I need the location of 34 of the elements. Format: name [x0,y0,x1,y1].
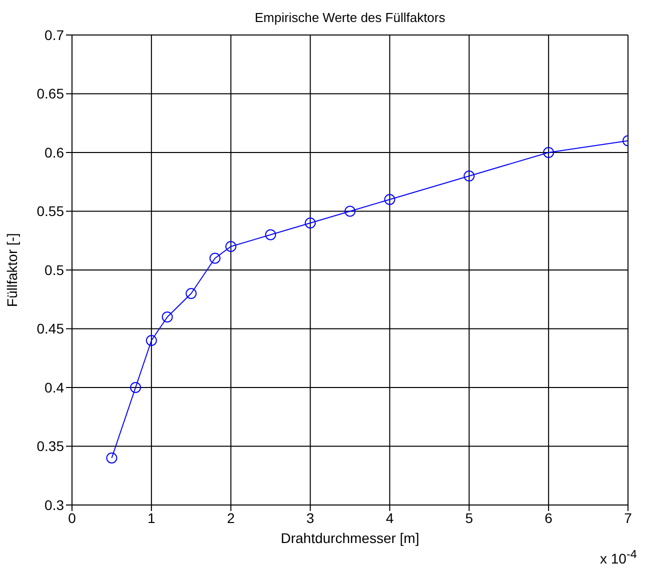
point [265,229,276,240]
x-tick-label: 7 [624,510,632,526]
y-tick-label: 0.65 [36,86,64,102]
y-axis-title: Füllfaktor [-] [4,233,20,307]
point [384,194,396,205]
point [106,452,118,464]
point [130,382,142,393]
y-tick-label: 0.45 [36,320,64,337]
chart-title: Empirische Werte des Füllfaktors [254,10,446,25]
point [209,252,220,264]
x-tick-label: 0 [68,510,76,526]
x-axis-title: Drahtdurchmesser [m] [280,530,420,546]
x-tick-label: 6 [544,510,553,526]
y-tick-label: 0.35 [36,438,64,454]
point [162,312,173,322]
x-tick-label: 1 [148,510,156,526]
point [344,206,356,217]
y-tick-label: 0.3 [44,496,64,513]
y-tick-label: 0.5 [44,262,64,278]
text: x 10$^{-4}$ [600,548,637,567]
point [543,147,554,158]
y-tick-label: 0.55 [36,203,64,220]
point [146,335,157,346]
x-tick-label: 4 [386,510,394,526]
x-tick-label: 5 [465,510,474,526]
x-tick-label: 3 [306,510,314,526]
y-tick-label: 0.6 [44,144,64,160]
point [304,218,316,228]
y-tick-label: 0.7 [44,26,64,43]
point [464,170,475,182]
x-tick-label: 2 [226,510,235,526]
point [186,288,197,299]
point [225,241,236,252]
y-tick-label: 0.4 [44,379,64,396]
